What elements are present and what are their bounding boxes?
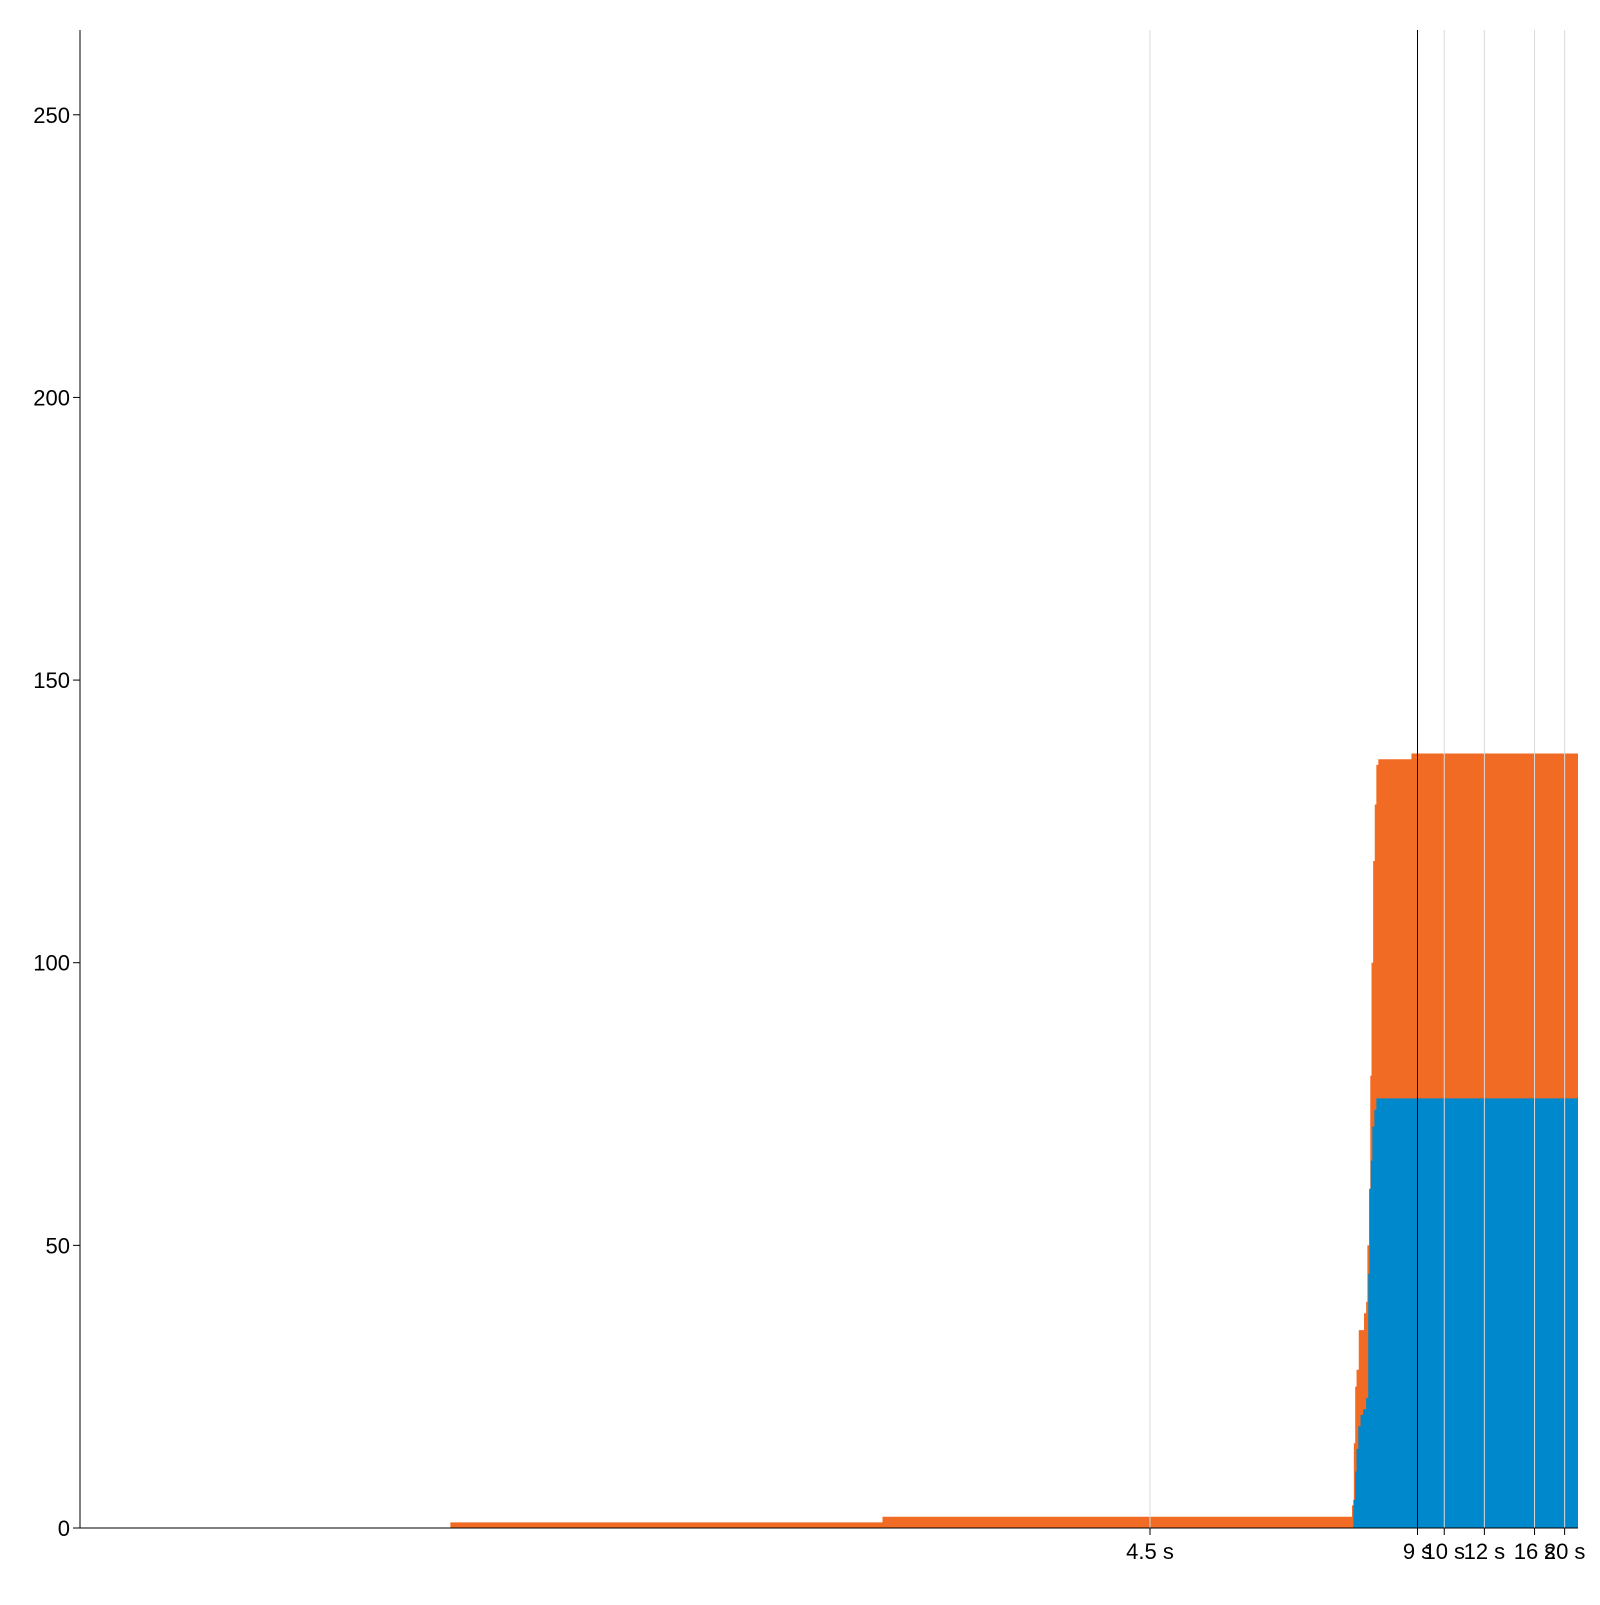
marker-layer <box>1149 30 1566 1528</box>
x-tick-label: 12 s <box>1464 1539 1506 1564</box>
area-layer <box>80 753 1578 1528</box>
area-series-2 <box>80 753 1578 1528</box>
axis-layer: 0 50 100 150 200 250 4.5 s 9 s10 s12 s 16 s20 s <box>33 30 1585 1564</box>
y-tick-label: 50 <box>46 1233 70 1258</box>
y-tick-label: 100 <box>33 951 70 976</box>
y-tick-label: 150 <box>33 668 70 693</box>
area-series-1 <box>80 1098 1578 1528</box>
y-tick-label: 250 <box>33 103 70 128</box>
x-tick-label: 4.5 s <box>1126 1539 1174 1564</box>
x-tick-label: 10 s <box>1423 1539 1465 1564</box>
x-tick-label: 9 s <box>1403 1539 1432 1564</box>
x-tick-label: 16 s <box>1514 1539 1556 1564</box>
x-tick-label: 20 s <box>1544 1539 1586 1564</box>
y-tick-label: 200 <box>33 385 70 410</box>
y-tick-label: 0 <box>58 1516 70 1541</box>
